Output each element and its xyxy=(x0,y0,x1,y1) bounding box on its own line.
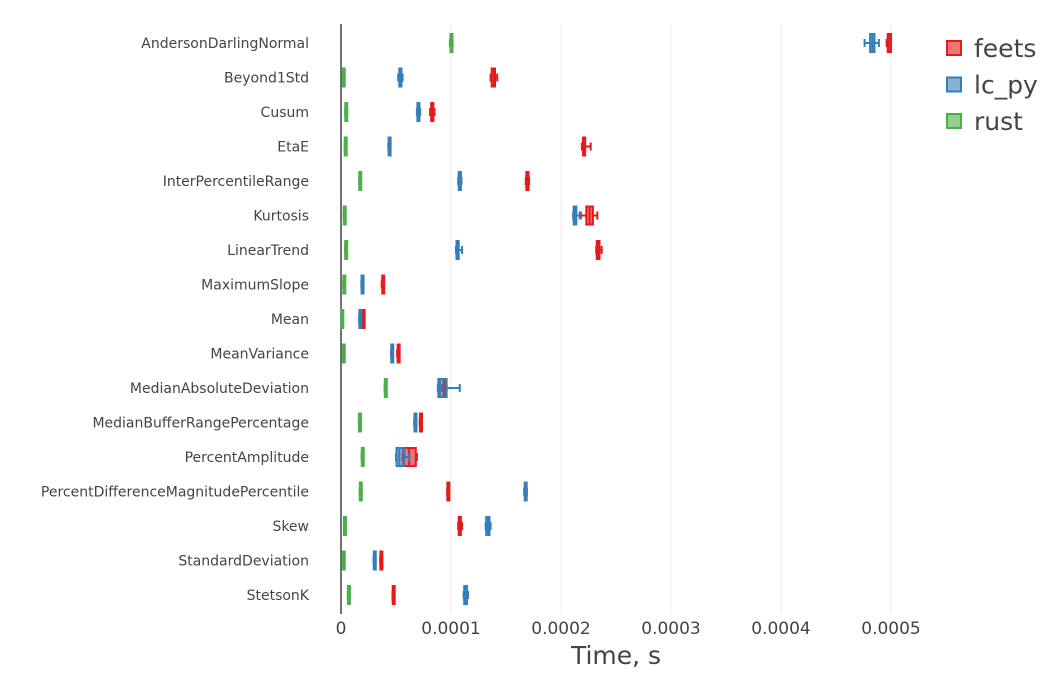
y-tick-label: Cusum xyxy=(261,105,309,121)
y-tick-label: Mean xyxy=(271,312,309,328)
y-tick-label: PercentAmplitude xyxy=(185,450,309,466)
box-rust xyxy=(343,136,348,157)
y-tick-label: PercentDifferenceMagnitudePercentile xyxy=(41,485,309,501)
x-tick-label: 0.0004 xyxy=(751,619,810,639)
box-lc-py xyxy=(457,171,463,191)
box-lc-py xyxy=(395,447,411,467)
box-feets xyxy=(580,136,592,157)
y-tick-label: Kurtosis xyxy=(253,209,309,225)
trace-lc-py xyxy=(358,33,880,605)
box-rust xyxy=(342,516,347,536)
box-feets xyxy=(524,171,531,191)
y-tick-label: Skew xyxy=(272,519,309,535)
box-rust xyxy=(358,481,363,502)
box-lc-py xyxy=(387,136,392,157)
box-feets xyxy=(418,412,423,433)
box-feets xyxy=(379,550,384,571)
box-lc-py xyxy=(523,481,528,502)
legend-label: lc_py xyxy=(974,71,1038,100)
legend-item-lc-py[interactable]: lc_py xyxy=(946,71,1038,100)
y-axis-labels: AndersonDarlingNormal Beyond1Std Cusum EtaE… xyxy=(41,36,310,604)
box-feets xyxy=(361,309,366,329)
box-rust xyxy=(358,171,363,191)
y-tick-label: MedianBufferRangePercentage xyxy=(92,416,309,432)
x-tick-label: 0 xyxy=(336,619,347,639)
y-tick-label: LinearTrend xyxy=(227,243,309,259)
y-tick-label: EtaE xyxy=(277,140,309,156)
x-axis-tick-labels: 0 0.0001 0.0002 0.0003 0.0004 0.0005 xyxy=(336,619,921,639)
box-feets xyxy=(429,102,436,122)
box-feets xyxy=(885,33,893,53)
legend-swatch xyxy=(946,113,962,129)
box-rust xyxy=(448,33,454,53)
box-lc-py xyxy=(572,205,581,226)
box-lc-py xyxy=(436,378,461,398)
box-rust xyxy=(344,240,349,260)
box-feets xyxy=(579,205,599,226)
y-tick-label: MedianAbsoluteDeviation xyxy=(130,381,309,397)
y-tick-label: MaximumSlope xyxy=(201,278,309,294)
box-lc-py xyxy=(360,274,365,295)
box-lc-py xyxy=(863,33,880,53)
box-rust xyxy=(342,274,347,295)
y-tick-label: AndersonDarlingNormal xyxy=(141,36,309,52)
x-tick-label: 0.0003 xyxy=(641,619,700,639)
box-rust xyxy=(341,343,346,364)
legend-label: feets xyxy=(974,34,1036,63)
box-feets xyxy=(446,481,451,502)
box-lc-py xyxy=(484,516,492,536)
box-rust xyxy=(383,378,388,398)
legend-swatch xyxy=(946,76,962,93)
gridlines xyxy=(340,24,892,614)
y-tick-label: StandardDeviation xyxy=(178,554,309,570)
box-lc-py xyxy=(390,343,395,364)
legend-label: rust xyxy=(974,107,1023,136)
x-tick-label: 0.0002 xyxy=(531,619,590,639)
box-iqr xyxy=(437,378,448,398)
box-rust xyxy=(342,205,347,226)
legend-item-rust[interactable]: rust xyxy=(946,107,1023,136)
box-rust xyxy=(357,412,362,433)
box-feets xyxy=(391,585,396,605)
box-lc-py xyxy=(358,309,363,329)
box-feets xyxy=(380,274,386,295)
box-rust xyxy=(360,447,365,467)
y-tick-label: MeanVariance xyxy=(210,347,309,363)
box-iqr xyxy=(395,447,406,467)
trace-rust xyxy=(340,33,454,605)
box-traces xyxy=(340,33,893,605)
x-tick-label: 0.0005 xyxy=(861,619,920,639)
box-rust xyxy=(341,67,346,88)
box-rust xyxy=(341,550,346,571)
box-lc-py xyxy=(397,67,404,88)
box-feets xyxy=(457,516,463,536)
box-rust xyxy=(344,102,349,122)
y-tick-label: InterPercentileRange xyxy=(163,174,309,190)
x-tick-label: 0.0001 xyxy=(421,619,480,639)
box-rust xyxy=(340,309,345,329)
x-axis-title: Time, s xyxy=(570,641,661,670)
legend-item-feets[interactable]: feets xyxy=(946,34,1036,63)
trace-feets xyxy=(361,33,893,605)
box-lc-py xyxy=(462,585,470,605)
box-lc-py xyxy=(454,240,463,260)
box-feets xyxy=(489,67,499,88)
box-lc-py xyxy=(415,102,422,122)
box-lc-py xyxy=(372,550,377,571)
y-tick-label: StetsonK xyxy=(247,588,310,604)
y-tick-label: Beyond1Std xyxy=(224,71,309,87)
legend-swatch xyxy=(946,40,962,56)
box-feets xyxy=(595,240,603,260)
box-rust xyxy=(346,585,351,605)
box-feets xyxy=(396,343,401,364)
box-lc-py xyxy=(413,412,418,433)
